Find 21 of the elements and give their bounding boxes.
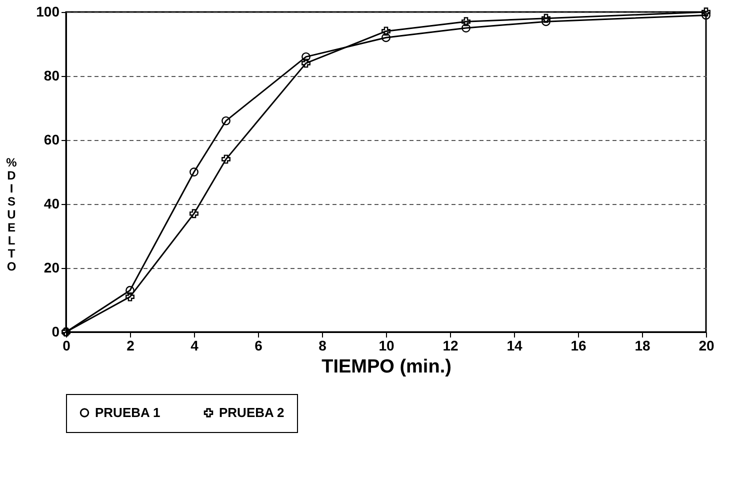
legend-label: PRUEBA 2 — [219, 404, 284, 420]
x-axis-title: TIEMPO (min.) — [322, 356, 452, 378]
text: % DISUELTO — [6, 156, 17, 274]
x-tick-label: 12 — [442, 338, 458, 354]
y-tick-label: 80 — [44, 68, 60, 84]
y-tick-label: 60 — [44, 132, 60, 148]
x-tick-label: 4 — [190, 338, 199, 354]
x-tick-label: 18 — [634, 338, 650, 354]
x-tick-label: 14 — [506, 338, 522, 354]
y-tick-label: 20 — [44, 260, 60, 276]
legend-label: PRUEBA 1 — [95, 404, 160, 420]
y-tick-label: 40 — [44, 196, 60, 212]
x-tick-label: 20 — [698, 338, 714, 354]
y-tick-label: 0 — [52, 324, 60, 340]
x-tick-label: 6 — [254, 338, 263, 354]
x-tick-label: 8 — [318, 338, 327, 354]
x-tick-label: 16 — [570, 338, 586, 354]
x-tick-label: 10 — [378, 338, 394, 354]
x-tick-label: 0 — [62, 338, 71, 354]
y-tick-label: 100 — [36, 4, 60, 20]
x-tick-label: 2 — [126, 338, 135, 354]
